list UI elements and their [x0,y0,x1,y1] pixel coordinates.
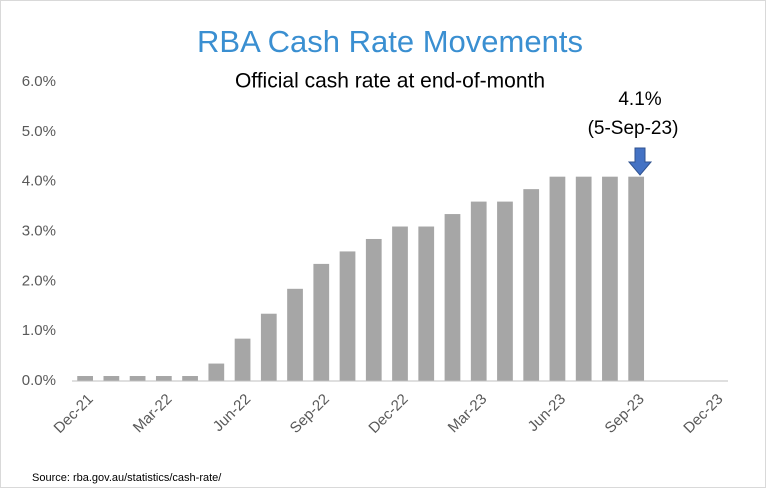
y-tick-label: 6.0% [22,73,56,90]
bar [418,226,435,381]
y-tick-label: 4.0% [22,173,56,190]
bar [260,313,277,381]
bar [444,214,461,381]
bar [208,363,225,381]
bar [392,226,408,381]
bar [602,176,618,381]
bar [103,376,120,381]
bar [470,201,487,381]
bar [628,176,645,381]
y-tick-label: 0.0% [22,372,56,389]
bar [575,176,592,381]
chart-subtitle: Official cash rate at end-of-month [235,70,545,93]
y-tick-label: 2.0% [22,272,56,289]
bar [155,376,172,381]
y-tick-label: 5.0% [22,123,56,140]
bar [234,338,251,381]
bar [497,201,513,381]
annotation: 4.1% [618,89,661,110]
bar [129,376,146,381]
bar [339,251,356,381]
bar [77,376,93,381]
source-note: Source: rba.gov.au/statistics/cash-rate/ [32,472,222,484]
bar [182,376,198,381]
bar [549,176,566,381]
bar [365,238,382,381]
bar [523,189,540,381]
chart-title: RBA Cash Rate Movements [197,24,583,59]
annotation: (5-Sep-23) [588,118,679,139]
bar [313,263,330,381]
y-tick-label: 3.0% [22,222,56,239]
y-tick-label: 1.0% [22,322,56,339]
bar [287,288,303,381]
annotation-arrow [627,147,653,176]
